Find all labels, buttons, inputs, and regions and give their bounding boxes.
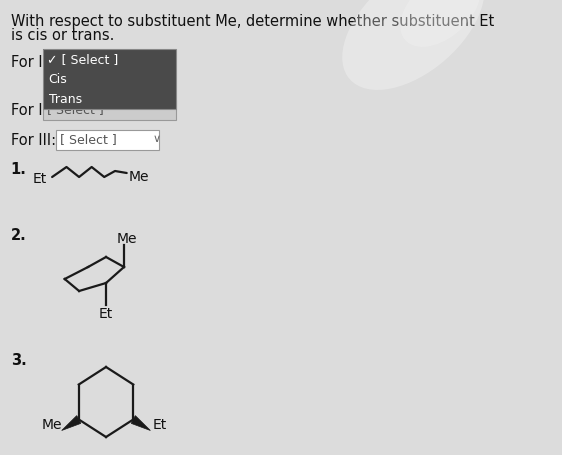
FancyBboxPatch shape <box>43 70 176 90</box>
FancyBboxPatch shape <box>43 50 176 70</box>
FancyBboxPatch shape <box>43 101 176 121</box>
Text: Et: Et <box>33 172 47 186</box>
Text: Me: Me <box>117 232 137 245</box>
Text: For I: For I <box>11 55 42 70</box>
Text: Me: Me <box>129 170 149 184</box>
FancyBboxPatch shape <box>56 131 159 151</box>
Text: ✓ [ Select ]: ✓ [ Select ] <box>47 53 118 66</box>
Text: 1.: 1. <box>11 162 26 177</box>
Ellipse shape <box>342 0 484 91</box>
Text: For II:: For II: <box>11 103 52 118</box>
FancyBboxPatch shape <box>43 90 176 110</box>
Text: With respect to substituent Me, determine whether substituent Et: With respect to substituent Me, determin… <box>11 14 494 29</box>
Text: Et: Et <box>99 306 113 320</box>
Text: Cis: Cis <box>48 73 67 86</box>
Text: is cis or trans.: is cis or trans. <box>11 28 114 43</box>
Text: [ Select ]: [ Select ] <box>47 103 103 116</box>
Text: Et: Et <box>153 418 167 431</box>
Text: 2.: 2. <box>11 228 26 243</box>
Text: Trans: Trans <box>48 93 81 106</box>
Text: ∨: ∨ <box>153 134 161 144</box>
Polygon shape <box>132 416 151 430</box>
Text: [ Select ]: [ Select ] <box>60 133 117 146</box>
Ellipse shape <box>400 0 480 48</box>
Polygon shape <box>62 416 81 430</box>
Text: For III:: For III: <box>11 133 56 148</box>
Text: Me: Me <box>42 418 62 431</box>
Text: 3.: 3. <box>11 352 26 367</box>
